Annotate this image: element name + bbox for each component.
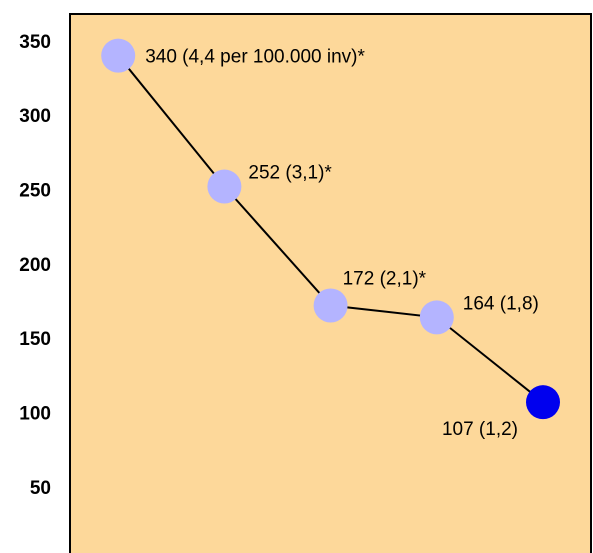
y-tick-label: 50 — [30, 478, 51, 499]
y-tick-label: 200 — [19, 255, 51, 276]
y-tick-label: 100 — [19, 404, 51, 425]
plot-area — [69, 13, 592, 553]
y-tick-label: 350 — [19, 32, 51, 53]
data-label: 172 (2,1)* — [343, 269, 427, 290]
y-tick-label: 300 — [19, 106, 51, 127]
y-tick-label: 150 — [19, 329, 51, 350]
y-tick-label: 250 — [19, 181, 51, 202]
data-labels-group: 340 (4,4 per 100.000 inv)* 252 (3,1)* 172 … — [145, 47, 539, 441]
data-label: 107 (1,2) — [442, 419, 518, 440]
y-axis: 50 100 150 200 250 300 350 — [19, 32, 51, 499]
data-point — [419, 300, 454, 335]
highlight-data-point — [526, 385, 560, 420]
data-label: 164 (1,8) — [463, 293, 539, 314]
data-label: 252 (3,1)* — [248, 163, 332, 184]
data-point — [101, 38, 136, 73]
data-point — [207, 169, 242, 204]
series-points-group — [101, 38, 560, 420]
data-point — [313, 288, 348, 323]
data-label: 340 (4,4 per 100.000 inv)* — [145, 47, 365, 68]
